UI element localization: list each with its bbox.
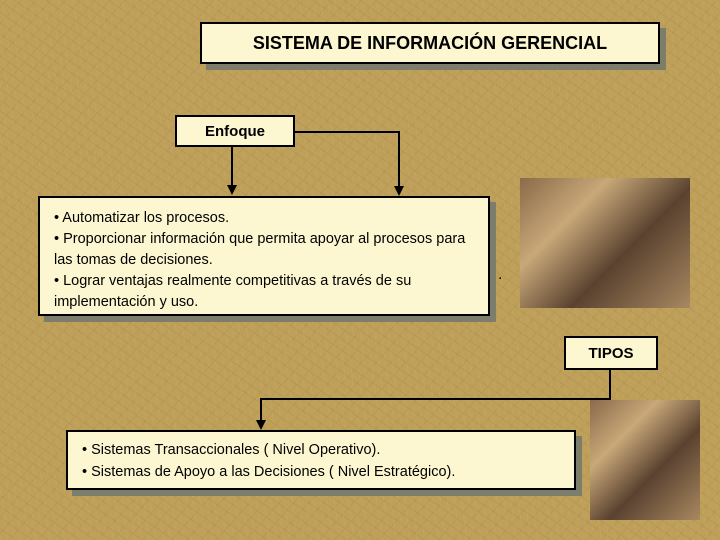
bullets-enfoque-box: • Automatizar los procesos. • Proporcion… [38, 196, 490, 316]
bullet-tipos-1: • Sistemas Transaccionales ( Nivel Opera… [82, 440, 560, 462]
bullet-enfoque-3: • Lograr ventajas realmente competitivas… [54, 271, 474, 313]
enfoque-label: Enfoque [205, 123, 265, 140]
bullet-tipos-2: • Sistemas de Apoyo a las Decisiones ( N… [82, 462, 560, 484]
arrow-elbow-down [394, 186, 404, 196]
arrow-enfoque-down [227, 185, 237, 195]
connector-enfoque-down [231, 147, 233, 187]
connector-tipos-h [260, 398, 611, 400]
title-box: SISTEMA DE INFORMACIÓN GERENCIAL [200, 22, 660, 64]
bullet-enfoque-1: • Automatizar los procesos. [54, 208, 474, 229]
connector-tipos-down [609, 370, 611, 398]
bullet-enfoque-2: • Proporcionar información que permita a… [54, 229, 474, 271]
tipos-label: TIPOS [588, 345, 633, 362]
arrow-tipos-down [256, 420, 266, 430]
title-text: SISTEMA DE INFORMACIÓN GERENCIAL [253, 33, 607, 54]
photo-meeting-1 [520, 178, 690, 308]
enfoque-label-box: Enfoque [175, 115, 295, 147]
photo-meeting-2 [590, 400, 700, 520]
connector-elbow-h [295, 131, 400, 133]
stray-period: . [498, 266, 502, 284]
bullets-tipos-box: • Sistemas Transaccionales ( Nivel Opera… [66, 430, 576, 490]
connector-elbow-v [398, 131, 400, 188]
connector-tipos-down2 [260, 398, 262, 422]
tipos-label-box: TIPOS [564, 336, 658, 370]
